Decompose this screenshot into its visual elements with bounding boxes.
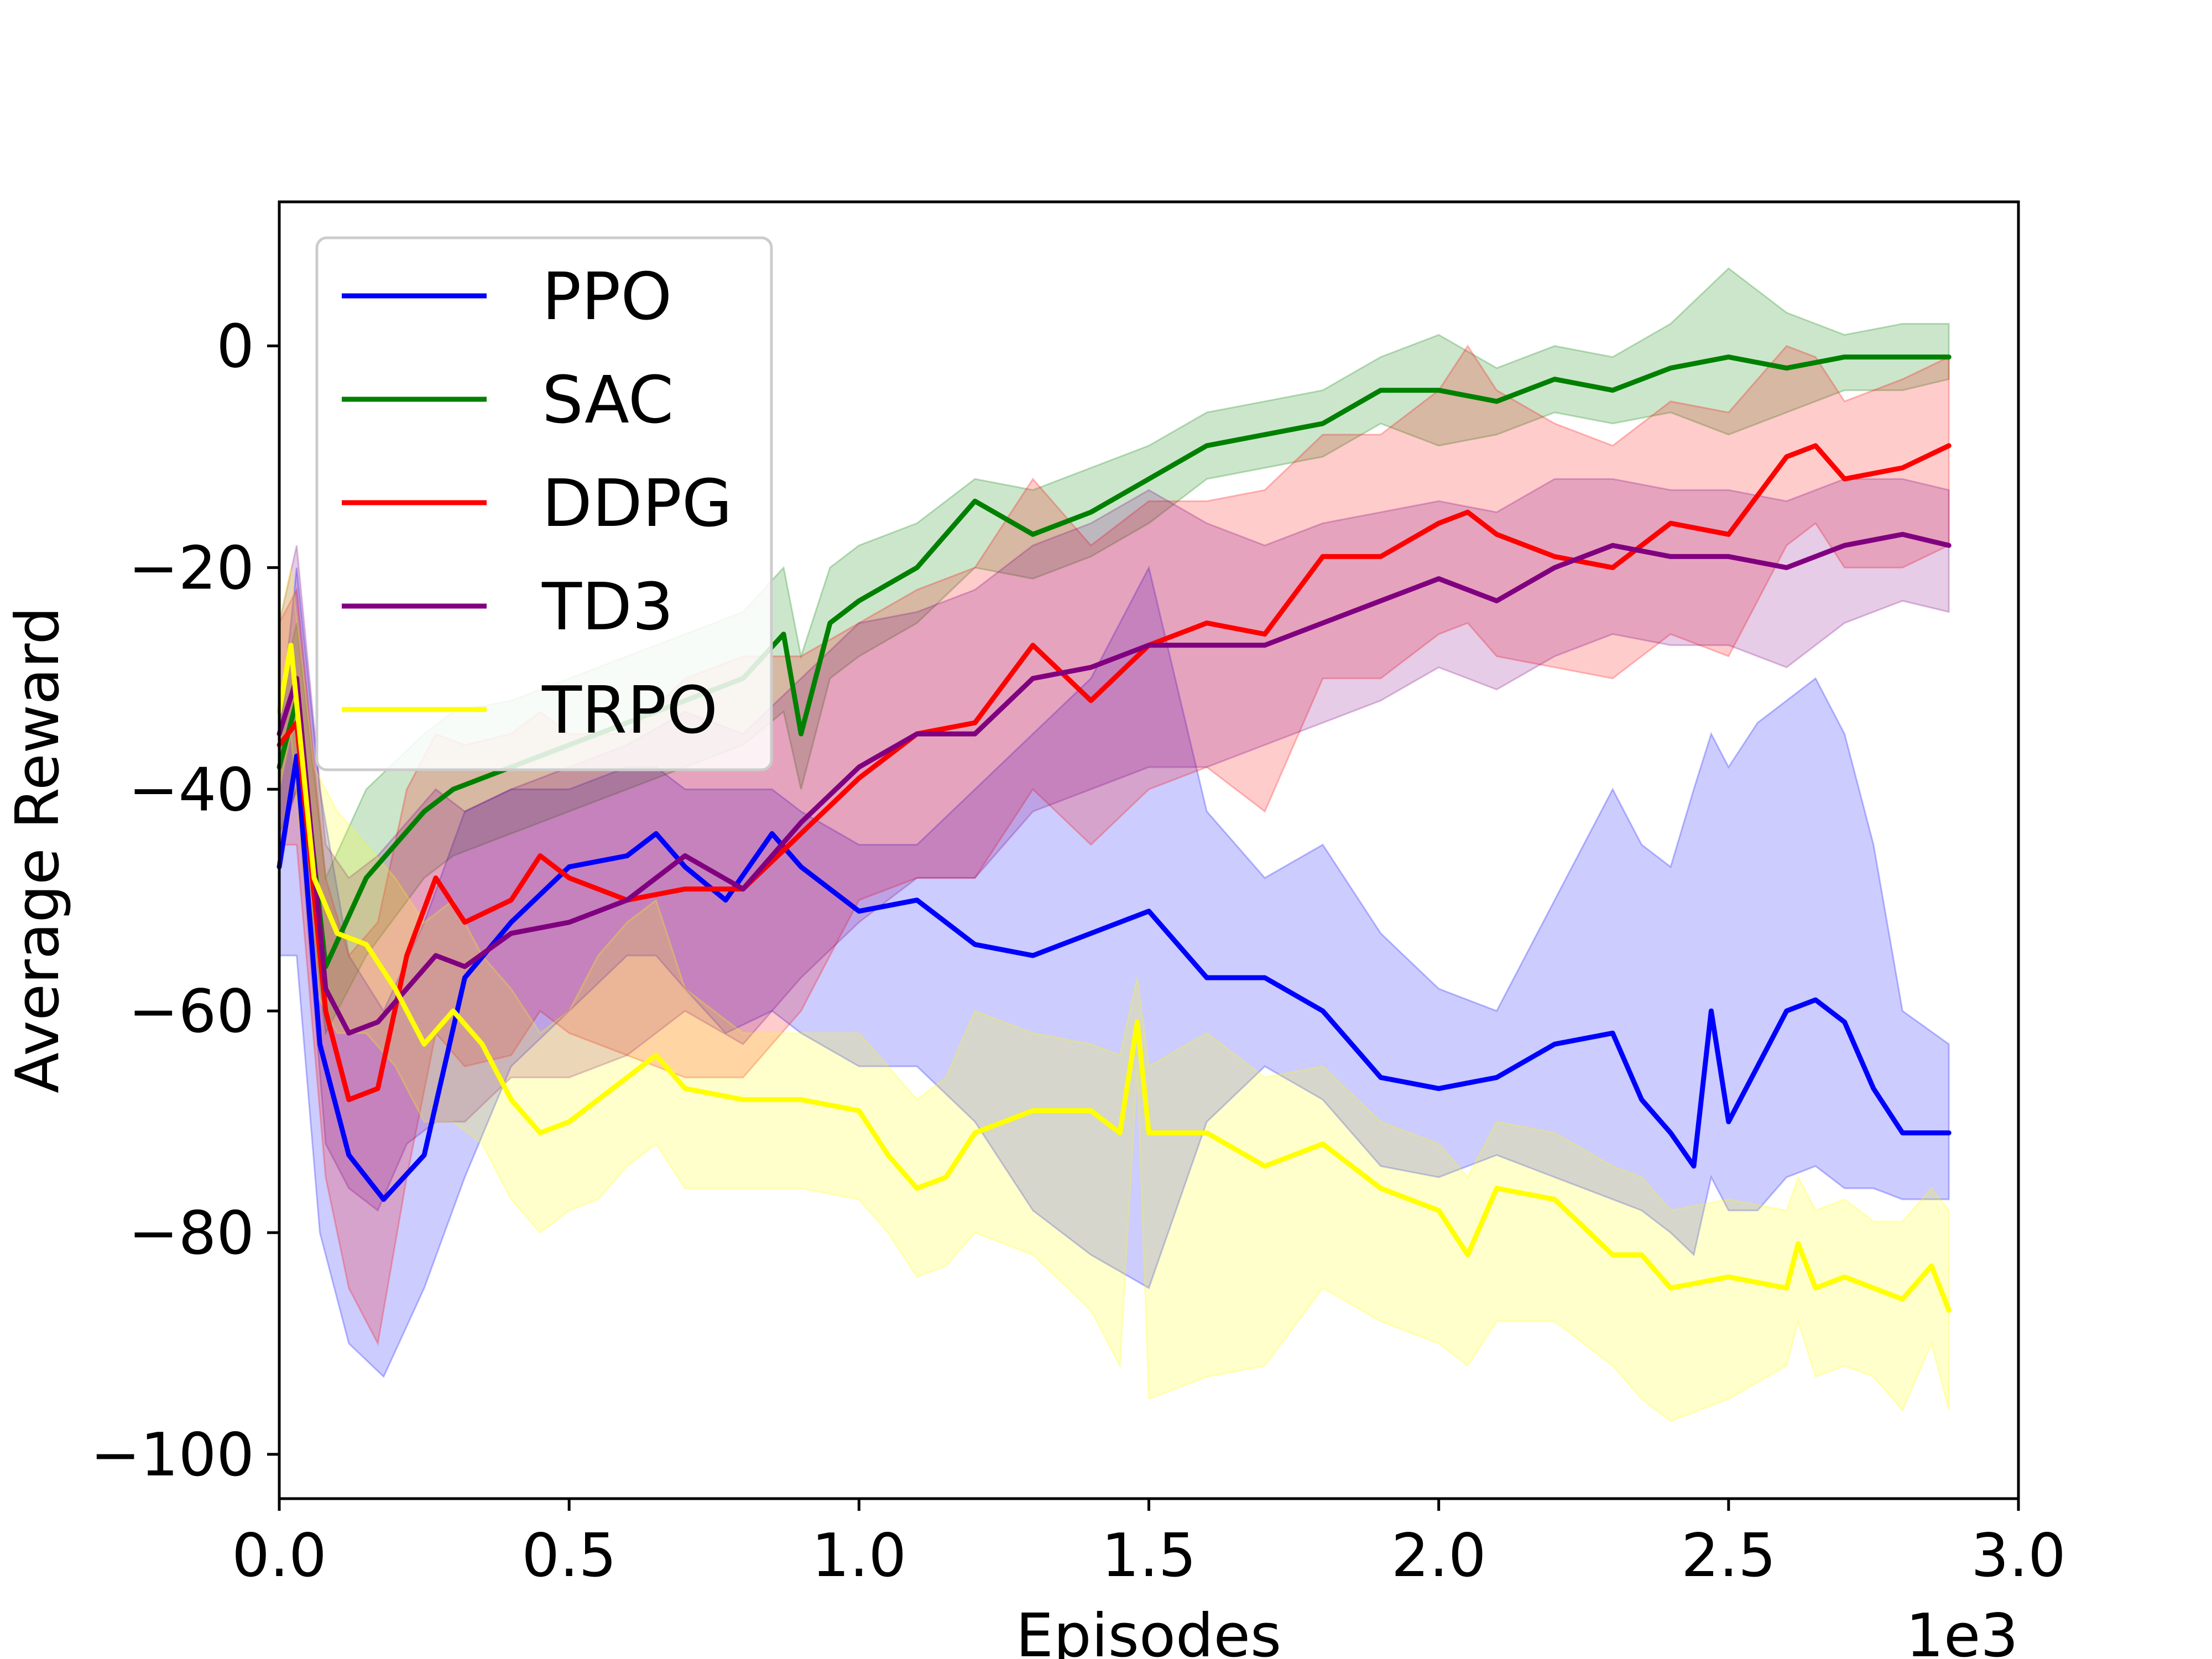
legend-label-trpo: TRPO — [541, 672, 718, 748]
x-axis-label: Episodes — [1016, 1601, 1281, 1659]
legend-label-sac: SAC — [542, 362, 674, 438]
x-tick-label: 0.5 — [521, 1521, 617, 1590]
y-tick-label: −40 — [128, 755, 254, 825]
x-tick-label: 1.0 — [811, 1521, 906, 1590]
legend: PPO SAC DDPG TD3 TRPO — [315, 236, 773, 771]
legend-label-ppo: PPO — [542, 258, 672, 335]
y-tick-label: −60 — [128, 977, 254, 1046]
legend-label-ddpg: DDPG — [542, 465, 732, 541]
y-tick-label: −80 — [128, 1199, 254, 1268]
y-tick-label: 0 — [216, 312, 254, 382]
legend-label-td3: TD3 — [541, 568, 674, 645]
y-tick-label: −20 — [128, 534, 254, 603]
line-sac — [276, 354, 1952, 969]
x-tick-label: 1.5 — [1102, 1521, 1197, 1590]
line-ddpg — [276, 443, 1952, 1102]
x-tick-label: 2.5 — [1681, 1521, 1776, 1590]
y-axis-label: Average Reward — [3, 607, 72, 1093]
line-trpo — [276, 643, 1952, 1313]
x-axis-multiplier: 1e3 — [1906, 1601, 2018, 1659]
x-tick-label: 0.0 — [232, 1521, 327, 1590]
line-ppo — [276, 753, 1952, 1202]
y-axis-ticks: 0 −20 −40 −60 −80 −100 — [90, 312, 279, 1490]
x-tick-label: 3.0 — [1971, 1521, 2066, 1590]
x-tick-label: 2.0 — [1391, 1521, 1486, 1590]
legend-box — [315, 236, 773, 771]
line-td3 — [276, 531, 1952, 1036]
band-ppo — [278, 565, 1950, 1379]
series-lines — [276, 354, 1952, 1313]
y-tick-label: −100 — [90, 1421, 254, 1490]
band-trpo — [278, 567, 1950, 1422]
x-axis-ticks: 0.0 0.5 1.0 1.5 2.0 2.5 3.0 — [232, 1499, 2066, 1590]
